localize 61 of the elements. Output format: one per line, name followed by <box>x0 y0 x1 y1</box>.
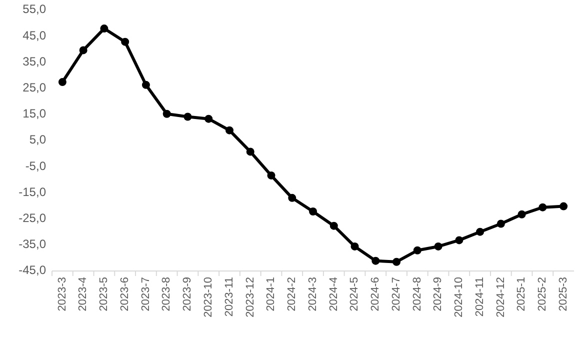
y-tick-label: -25,0 <box>18 210 46 225</box>
x-tick-label: 2023-7 <box>140 277 152 312</box>
x-tick-label: 2024-9 <box>432 277 444 312</box>
point <box>309 207 317 216</box>
point <box>142 80 150 89</box>
y-tick-label: -35,0 <box>18 237 46 252</box>
point <box>225 126 234 134</box>
x-tick-label: 2024-8 <box>411 277 424 312</box>
point <box>560 202 568 210</box>
x-tick-label: 2024-3 <box>306 277 319 312</box>
x-tick-label: 2024-7 <box>390 277 402 312</box>
point <box>162 110 171 118</box>
point <box>476 228 484 236</box>
y-tick-label: 25,0 <box>22 80 46 94</box>
point <box>267 171 276 180</box>
x-tick-label: 2023-4 <box>77 277 90 312</box>
y-tick-label: 15,0 <box>22 106 46 121</box>
y-tick-label: 55,0 <box>22 2 46 16</box>
x-tick-label: 2023-12 <box>244 277 256 318</box>
x-tick-label: 2025-1 <box>516 277 528 312</box>
point <box>58 78 66 86</box>
x-tick-label: 2024-2 <box>286 277 298 312</box>
y-tick-label: -45,0 <box>18 263 46 278</box>
point <box>372 256 380 265</box>
x-tick-label: 2025-2 <box>536 277 549 312</box>
x-tick-label: 2023-5 <box>98 277 110 312</box>
point <box>455 236 464 244</box>
y-tick-label: 5,0 <box>29 132 46 147</box>
x-tick-label: 2024-5 <box>348 277 361 312</box>
point <box>330 222 338 230</box>
x-tick-label: 2023-3 <box>56 277 68 312</box>
x-tick-label: 2023-6 <box>118 277 131 312</box>
point <box>288 194 296 202</box>
x-tick-label: 2024-4 <box>328 277 340 312</box>
point <box>413 246 422 254</box>
x-tick-label: 2023-10 <box>202 277 215 318</box>
x-tick-label: 2024-6 <box>370 277 382 312</box>
point <box>184 112 192 121</box>
x-tick-label: 2024-12 <box>494 277 507 318</box>
y-tick-label: -5,0 <box>25 158 46 173</box>
x-tick-label: 2023-11 <box>223 277 236 317</box>
x-tick-label: 2024-10 <box>453 277 466 318</box>
point <box>434 242 442 250</box>
y-tick-label: -15,0 <box>18 184 46 199</box>
point <box>246 148 254 156</box>
point <box>100 24 108 33</box>
point <box>121 38 130 46</box>
point <box>392 258 401 266</box>
x-tick-label: 2024-11 <box>474 277 486 317</box>
point <box>496 220 505 228</box>
x-tick-label: 2023-8 <box>160 277 173 312</box>
point <box>350 242 359 250</box>
x-tick-label: 2023-9 <box>182 277 194 312</box>
y-tick-label: 35,0 <box>22 54 46 68</box>
point <box>204 114 213 123</box>
x-tick-label: 2024-1 <box>265 277 278 312</box>
point <box>79 46 88 54</box>
x-tick-label: 2025-3 <box>557 277 570 312</box>
point <box>518 210 526 218</box>
y-tick-label: 45,0 <box>22 28 46 42</box>
point <box>538 203 547 212</box>
